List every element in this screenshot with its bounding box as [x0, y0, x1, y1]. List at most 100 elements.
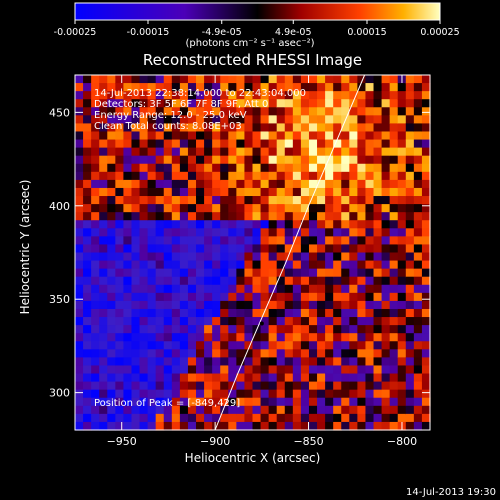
heatmap-cell: [397, 284, 407, 294]
heatmap-cell: [75, 357, 84, 367]
heatmap-cell: [115, 196, 125, 205]
heatmap-cell: [228, 276, 237, 286]
heatmap-cell: [171, 333, 181, 342]
heatmap-cell: [75, 123, 84, 133]
heatmap-cell: [405, 155, 415, 165]
heatmap-cell: [83, 284, 92, 294]
heatmap-cell: [99, 349, 108, 358]
heatmap-cell: [260, 413, 270, 423]
heatmap-cell: [171, 236, 181, 246]
heatmap-cell: [107, 317, 116, 326]
heatmap-cell: [91, 317, 100, 326]
heatmap-cell: [317, 228, 326, 237]
heatmap-cell: [228, 292, 237, 302]
heatmap-cell: [276, 413, 286, 423]
heatmap-cell: [333, 204, 342, 213]
heatmap-cell: [252, 220, 262, 229]
heatmap-cell: [276, 341, 286, 350]
heatmap-cell: [196, 228, 205, 237]
heatmap-cell: [284, 228, 294, 237]
heatmap-cell: [357, 317, 367, 326]
heatmap-cell: [139, 187, 149, 197]
heatmap-cell: [308, 333, 318, 342]
heatmap-cell: [292, 204, 302, 213]
heatmap-cell: [405, 276, 415, 286]
heatmap-cell: [179, 204, 189, 213]
heatmap-cell: [107, 91, 116, 100]
heatmap-cell: [123, 244, 133, 254]
heatmap-cell: [139, 228, 149, 237]
heatmap-cell: [365, 325, 375, 334]
heatmap-cell: [83, 357, 92, 367]
heatmap-cell: [155, 163, 165, 173]
heatmap-cell: [220, 333, 229, 342]
heatmap-cell: [99, 131, 108, 141]
heatmap-cell: [244, 236, 254, 246]
heatmap-cell: [276, 284, 286, 294]
heatmap-cell: [187, 220, 197, 229]
heatmap-cell: [405, 91, 415, 100]
heatmap-cell: [357, 220, 367, 229]
heatmap-cell: [220, 349, 229, 358]
heatmap-cell: [171, 365, 181, 375]
heatmap-cell: [83, 115, 92, 125]
heatmap-cell: [300, 155, 310, 165]
heatmap-cell: [341, 357, 350, 367]
heatmap-cell: [252, 365, 262, 375]
heatmap-cell: [83, 317, 92, 326]
heatmap-cell: [244, 220, 254, 229]
heatmap-cell: [236, 413, 246, 423]
heatmap-cell: [300, 349, 310, 358]
heatmap-cell: [107, 308, 116, 318]
heatmap-cell: [421, 115, 431, 125]
heatmap-cell: [196, 252, 205, 262]
heatmap-cell: [357, 99, 367, 108]
heatmap-cell: [276, 292, 286, 302]
heatmap-cell: [204, 147, 213, 157]
heatmap-cell: [421, 381, 431, 391]
heatmap-cell: [276, 196, 286, 205]
heatmap-cell: [349, 284, 358, 294]
heatmap-cell: [99, 123, 108, 133]
heatmap-cell: [244, 389, 254, 399]
heatmap-cell: [349, 171, 358, 181]
heatmap-cell: [204, 333, 213, 342]
heatmap-cell: [163, 204, 173, 213]
heatmap-cell: [373, 357, 383, 367]
heatmap-cell: [284, 171, 294, 181]
heatmap-cell: [163, 99, 173, 108]
heatmap-cell: [147, 99, 157, 108]
info-clean-counts: Clean Total counts: 8.08E+03: [94, 121, 242, 132]
heatmap-cell: [107, 421, 116, 431]
heatmap-cell: [115, 163, 125, 173]
heatmap-cell: [284, 91, 294, 100]
heatmap-cell: [268, 413, 278, 423]
heatmap-cell: [171, 276, 181, 286]
heatmap-cell: [397, 123, 407, 133]
heatmap-cell: [155, 308, 165, 318]
heatmap-cell: [115, 179, 125, 189]
heatmap-cell: [357, 75, 367, 84]
heatmap-cell: [268, 325, 278, 334]
heatmap-cell: [244, 260, 254, 270]
heatmap-cell: [421, 260, 431, 270]
heatmap-cell: [308, 163, 318, 173]
heatmap-cell: [99, 91, 108, 100]
heatmap-cell: [107, 83, 116, 92]
heatmap-cell: [196, 187, 205, 197]
heatmap-cell: [171, 228, 181, 237]
heatmap-cell: [163, 83, 173, 92]
heatmap-cell: [389, 196, 399, 205]
heatmap-cell: [179, 268, 189, 278]
heatmap-cell: [365, 171, 375, 181]
heatmap-cell: [405, 268, 415, 278]
heatmap-cell: [139, 83, 149, 92]
heatmap-cell: [252, 284, 262, 294]
heatmap-cell: [300, 139, 310, 149]
heatmap-cell: [171, 308, 181, 318]
heatmap-cell: [228, 421, 237, 431]
heatmap-cell: [365, 236, 375, 246]
heatmap-cell: [236, 389, 246, 399]
heatmap-cell: [75, 228, 84, 237]
heatmap-cell: [147, 389, 157, 399]
